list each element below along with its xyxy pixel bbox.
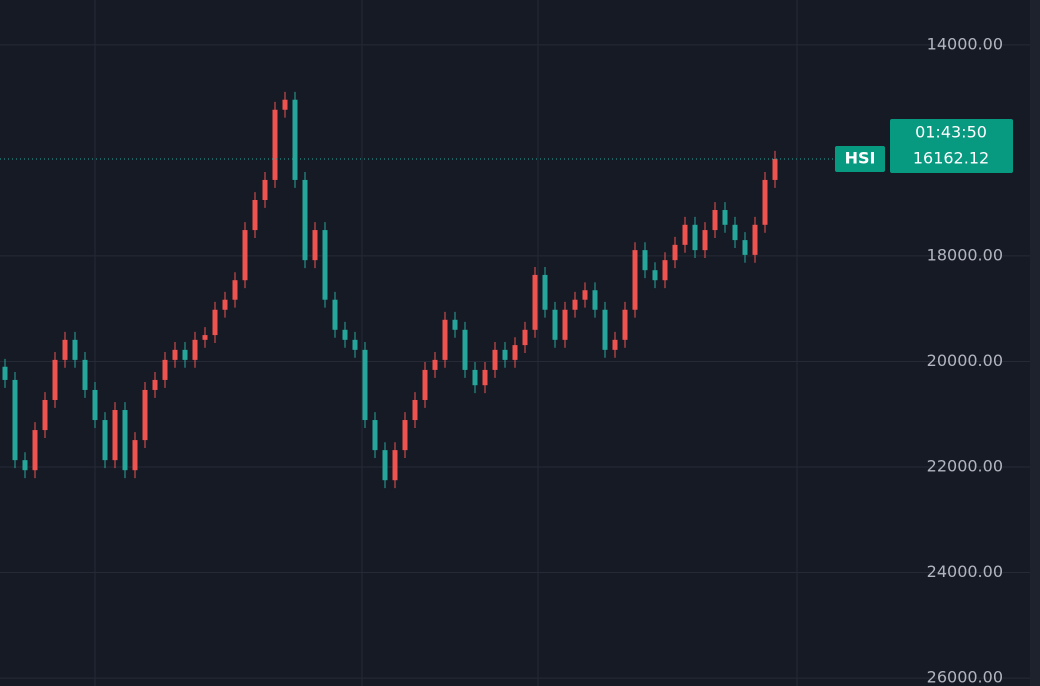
candle-body [212,309,218,336]
candle-body [222,299,228,310]
y-tick-label: 14000.00 [927,34,1003,53]
candle-body [242,230,248,281]
candle-body [732,224,738,241]
candle-body [402,420,408,451]
candle-body [572,299,578,310]
candle-body [22,460,28,471]
y-tick-label: 18000.00 [927,245,1003,264]
candle-body [162,359,168,380]
candle-body [512,345,518,360]
candle-body [702,230,708,251]
candle-body [682,224,688,245]
candle-body [692,224,698,251]
candle-body [662,260,668,281]
candle-body [492,349,498,370]
candle-body [92,389,98,421]
candle-body [652,270,658,281]
price-label: 16162.12 [913,148,989,167]
candle-body [622,309,628,340]
candle-body [312,230,318,261]
candle-body [122,410,128,471]
candle-body [72,339,78,360]
candle-body [672,244,678,261]
candle-body [82,359,88,390]
price-badge [890,118,1013,173]
candle-body [482,369,488,386]
candle-body [602,309,608,350]
candle-body [502,349,508,360]
candle-body [432,359,438,370]
candle-body [2,366,8,380]
candle-body [332,299,338,330]
candle-body [232,280,238,300]
candle-body [42,399,48,431]
candle-body [182,349,188,360]
candle-body [642,250,648,271]
candle-body [762,179,768,225]
candle-body [302,179,308,261]
candle-body [152,379,158,390]
candle-body [322,230,328,300]
vertical-grid [94,0,798,686]
y-tick-label: 24000.00 [927,562,1003,581]
candle-body [542,274,548,310]
candle-body [262,179,268,200]
candle-body [62,339,68,360]
candle-body [252,199,258,231]
candle-body [372,420,378,451]
candle-body [452,319,458,330]
candle-body [172,349,178,360]
candle-body [612,339,618,350]
y-tick-label: 26000.00 [927,668,1003,686]
candle-body [12,379,18,461]
candle-body [132,440,138,471]
symbol-label: HSI [845,148,876,167]
candle-body [52,359,58,400]
candle-body [282,99,288,110]
candle-body [522,329,528,346]
y-tick-label: 20000.00 [927,351,1003,370]
candle-body [32,430,38,471]
y-tick-label: 22000.00 [927,457,1003,476]
candle-body [202,335,208,340]
candle-body [632,250,638,310]
candle-body [442,319,448,360]
candle-body [582,290,588,300]
candle-body [712,210,718,231]
candle-body [422,369,428,400]
candle-body [412,399,418,421]
candle-body [192,339,198,360]
candle-body [392,450,398,481]
candle-body [722,210,728,225]
time-label: 01:43:50 [915,122,987,141]
symbol-badge [835,145,885,172]
candle-body [772,158,778,180]
candle-body [342,329,348,340]
candle-body [532,274,538,330]
candle-body [362,349,368,421]
scroll-strip[interactable] [1030,0,1040,686]
candle-body [142,389,148,441]
candle-body [102,420,108,461]
candle-body [592,290,598,310]
candle-body [272,109,278,180]
candle-body [562,309,568,340]
candle-body [742,240,748,255]
candle-body [292,99,298,180]
candle-body [462,329,468,370]
candle-body [472,369,478,386]
candle-body [382,450,388,481]
candle-body [552,309,558,340]
candle-body [752,224,758,255]
candle-body [112,410,118,461]
candle-body [352,339,358,350]
